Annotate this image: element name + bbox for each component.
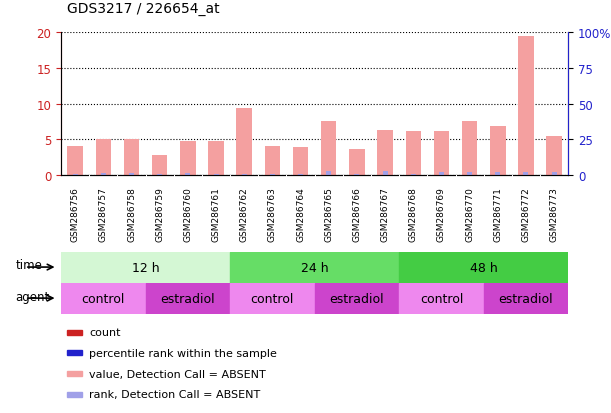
Bar <box>462 121 477 176</box>
Text: GDS3217 / 226654_at: GDS3217 / 226654_at <box>67 2 220 17</box>
Bar <box>298 175 303 176</box>
Text: GSM286760: GSM286760 <box>183 186 192 241</box>
Bar <box>484 283 568 314</box>
Bar <box>214 174 219 176</box>
Bar <box>208 142 224 176</box>
Bar <box>95 139 111 176</box>
Text: GSM286768: GSM286768 <box>409 186 418 241</box>
Bar <box>129 173 134 176</box>
Text: control: control <box>420 292 463 305</box>
Text: GSM286769: GSM286769 <box>437 186 446 241</box>
Bar <box>67 351 82 356</box>
Bar <box>61 252 230 283</box>
Text: control: control <box>251 292 294 305</box>
Text: GSM286759: GSM286759 <box>155 186 164 241</box>
Bar <box>518 37 534 176</box>
Text: GSM286762: GSM286762 <box>240 186 249 241</box>
Text: GSM286764: GSM286764 <box>296 186 305 241</box>
Text: 24 h: 24 h <box>301 261 329 274</box>
Text: GSM286767: GSM286767 <box>381 186 390 241</box>
Text: control: control <box>82 292 125 305</box>
Bar <box>73 175 78 176</box>
Bar <box>270 174 275 176</box>
Text: percentile rank within the sample: percentile rank within the sample <box>89 348 277 358</box>
Bar <box>467 172 472 176</box>
Text: count: count <box>89 328 120 337</box>
Bar <box>230 252 399 283</box>
Bar <box>349 149 365 176</box>
Bar <box>157 175 162 176</box>
Text: GSM286761: GSM286761 <box>211 186 221 241</box>
Text: GSM286770: GSM286770 <box>465 186 474 241</box>
Bar <box>490 127 505 176</box>
Bar <box>315 283 399 314</box>
Bar <box>382 172 387 176</box>
Bar <box>434 131 449 176</box>
Text: GSM286757: GSM286757 <box>99 186 108 241</box>
Text: estradiol: estradiol <box>329 292 384 305</box>
Bar <box>546 136 562 176</box>
Text: GSM286763: GSM286763 <box>268 186 277 241</box>
Text: GSM286758: GSM286758 <box>127 186 136 241</box>
Text: GSM286765: GSM286765 <box>324 186 333 241</box>
Text: GSM286756: GSM286756 <box>71 186 79 241</box>
Text: estradiol: estradiol <box>499 292 554 305</box>
Bar <box>378 131 393 176</box>
Bar <box>242 175 247 176</box>
Bar <box>411 174 415 176</box>
Bar <box>67 392 82 397</box>
Bar <box>152 156 167 176</box>
Bar <box>67 330 82 335</box>
Bar <box>185 173 191 176</box>
Bar <box>321 121 337 176</box>
Text: GSM286772: GSM286772 <box>521 186 530 241</box>
Bar <box>406 132 421 176</box>
Text: rank, Detection Call = ABSENT: rank, Detection Call = ABSENT <box>89 389 260 399</box>
Bar <box>61 283 145 314</box>
Bar <box>124 139 139 176</box>
Text: GSM286766: GSM286766 <box>353 186 362 241</box>
Text: estradiol: estradiol <box>161 292 215 305</box>
Bar <box>67 147 83 176</box>
Text: 12 h: 12 h <box>132 261 159 274</box>
Bar <box>145 283 230 314</box>
Text: time: time <box>15 259 42 272</box>
Bar <box>101 173 106 176</box>
Bar <box>236 109 252 176</box>
Bar <box>354 175 359 176</box>
Bar <box>524 173 529 176</box>
Bar <box>293 148 309 176</box>
Text: GSM286771: GSM286771 <box>493 186 502 241</box>
Bar <box>265 146 280 176</box>
Bar <box>180 142 196 176</box>
Text: value, Detection Call = ABSENT: value, Detection Call = ABSENT <box>89 369 266 379</box>
Bar <box>230 283 315 314</box>
Bar <box>496 173 500 176</box>
Bar <box>439 173 444 176</box>
Text: GSM286773: GSM286773 <box>550 186 558 241</box>
Bar <box>399 283 484 314</box>
Text: agent: agent <box>15 290 49 303</box>
Bar <box>67 371 82 376</box>
Text: 48 h: 48 h <box>470 261 497 274</box>
Bar <box>552 173 557 176</box>
Bar <box>399 252 568 283</box>
Bar <box>326 172 331 176</box>
